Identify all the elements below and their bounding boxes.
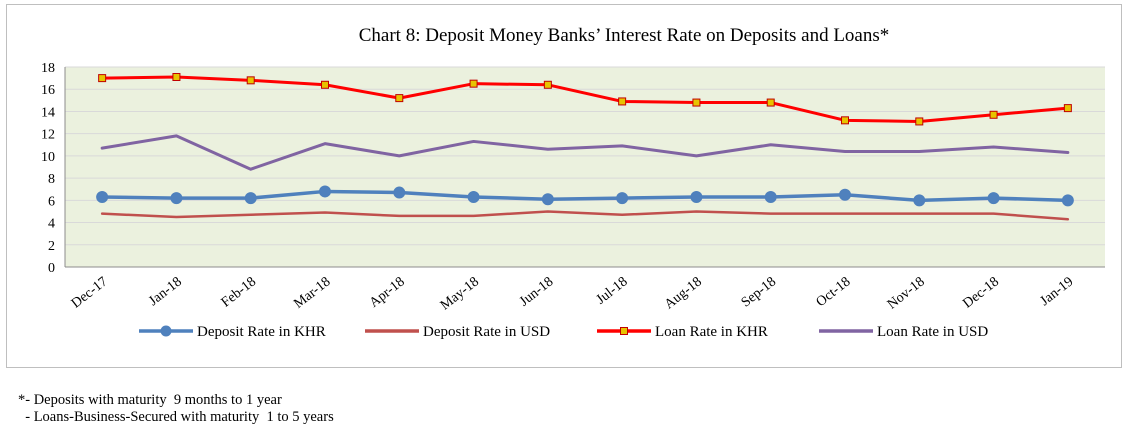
data-point [618, 97, 627, 106]
data-point [690, 191, 703, 203]
data-point [172, 73, 181, 81]
data-point [170, 192, 183, 205]
data-point [244, 192, 257, 205]
data-point [915, 117, 924, 126]
x-tick-label: Aug-18 [662, 274, 705, 312]
plot-area [65, 67, 1105, 267]
data-point [467, 191, 480, 203]
chart-title: Chart 8: Deposit Money Banks’ Interest R… [359, 25, 890, 46]
data-point [98, 74, 107, 83]
y-tick-label: 16 [41, 83, 55, 98]
legend-label: Loan Rate in KHR [655, 324, 768, 340]
legend-label: Deposit Rate in USD [423, 324, 550, 340]
line-chart: Chart 8: Deposit Money Banks’ Interest R… [41, 25, 1105, 340]
x-tick-label: Jan-19 [1038, 274, 1077, 309]
x-tick-label: Feb-18 [219, 274, 259, 310]
x-tick-label: Mar-18 [291, 274, 333, 312]
data-point [541, 193, 554, 206]
data-point [1063, 104, 1072, 113]
data-point [766, 98, 775, 107]
data-point [692, 98, 701, 107]
x-tick-label: Nov-18 [885, 274, 928, 312]
data-point [319, 185, 331, 198]
x-tick-label: Jul-18 [594, 274, 631, 307]
y-tick-label: 0 [48, 261, 55, 276]
y-tick-label: 14 [41, 105, 55, 120]
note-deposits: *- Deposits with maturity 9 months to 1 … [18, 392, 282, 408]
y-tick-label: 6 [48, 194, 55, 209]
chart-notes: *- Deposits with maturity 9 months to 1 … [18, 392, 334, 426]
legend-label: Deposit Rate in KHR [197, 324, 326, 340]
data-point [96, 191, 109, 203]
y-tick-label: 18 [41, 61, 55, 76]
y-tick-label: 2 [48, 239, 55, 254]
y-tick-label: 4 [48, 217, 55, 232]
data-point [393, 186, 406, 199]
x-tick-label: Jan-18 [146, 274, 185, 309]
data-point [543, 80, 552, 89]
chart-frame: Chart 8: Deposit Money Banks’ Interest R… [6, 4, 1122, 368]
data-point [989, 110, 998, 119]
data-point [764, 191, 777, 203]
series-line [100, 134, 1070, 171]
series-line [100, 210, 1070, 221]
legend-label: Loan Rate in USD [877, 324, 988, 340]
series-line [100, 75, 1070, 123]
x-tick-label: Sep-18 [739, 274, 779, 310]
x-tick-label: Apr-18 [367, 274, 408, 311]
data-point [395, 94, 404, 103]
x-tick-label: Dec-17 [69, 274, 111, 311]
data-point [913, 194, 926, 207]
x-tick-label: Oct-18 [814, 274, 854, 310]
y-tick-label: 12 [41, 128, 55, 143]
data-point [469, 79, 478, 88]
data-point [841, 116, 849, 125]
data-point [246, 76, 255, 85]
data-point [987, 192, 1000, 205]
y-tick-label: 8 [48, 172, 55, 187]
note-loans: - Loans-Business-Secured with maturity 1… [18, 409, 334, 425]
data-point [1061, 194, 1074, 207]
data-point [321, 80, 329, 89]
legend-swatch-marker [620, 327, 628, 335]
x-tick-label: Jun-18 [517, 274, 556, 309]
legend-swatch-marker [160, 325, 172, 337]
x-tick-label: May-18 [438, 274, 482, 313]
y-tick-label: 10 [41, 150, 55, 165]
data-point [839, 188, 851, 201]
series-line [100, 189, 1070, 203]
data-point [616, 192, 629, 205]
x-tick-label: Dec-18 [960, 274, 1002, 311]
